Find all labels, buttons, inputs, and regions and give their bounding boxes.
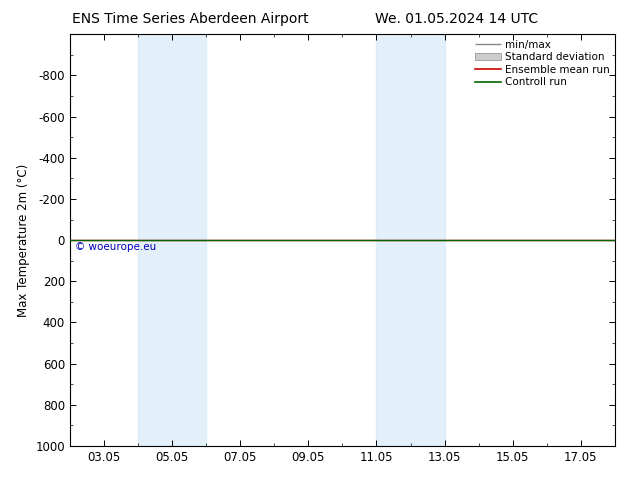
Legend: min/max, Standard deviation, Ensemble mean run, Controll run: min/max, Standard deviation, Ensemble me…: [473, 37, 612, 89]
Bar: [138, 34, 206, 446]
Text: ENS Time Series Aberdeen Airport: ENS Time Series Aberdeen Airport: [72, 12, 309, 26]
Text: © woeurope.eu: © woeurope.eu: [75, 242, 157, 252]
Text: We. 01.05.2024 14 UTC: We. 01.05.2024 14 UTC: [375, 12, 538, 26]
Y-axis label: Max Temperature 2m (°C): Max Temperature 2m (°C): [16, 164, 30, 317]
Bar: [377, 34, 444, 446]
